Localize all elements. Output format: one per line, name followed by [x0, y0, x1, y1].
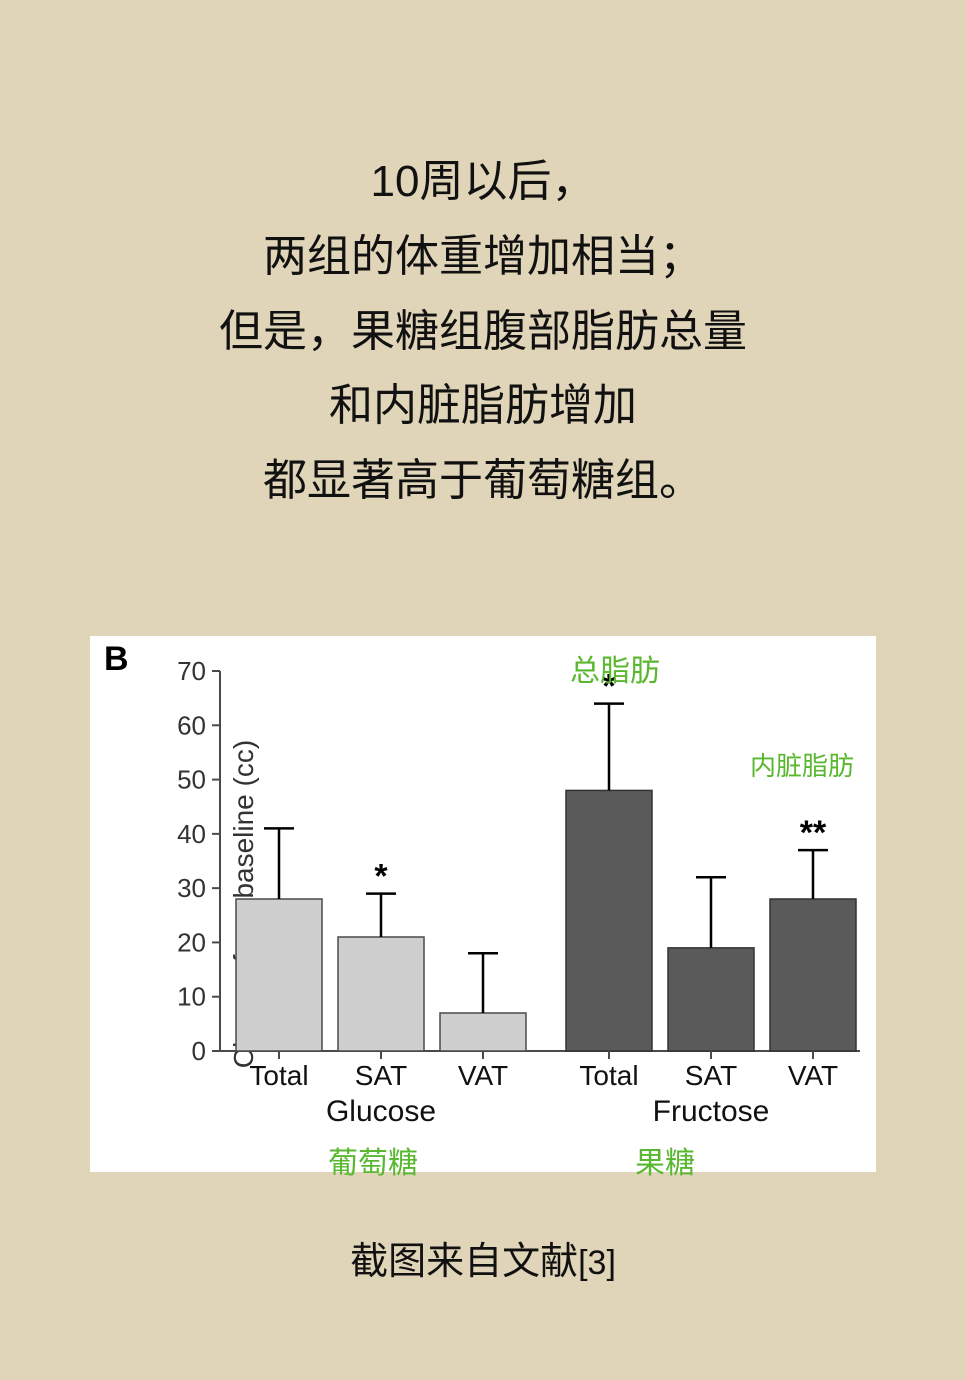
title-line-3: 和内脏脂肪增加 — [0, 369, 966, 444]
xcat-label: VAT — [788, 1060, 838, 1091]
bar — [566, 790, 652, 1051]
annotation: 内脏脂肪 — [750, 746, 854, 783]
xcat-label: Total — [579, 1060, 638, 1091]
title-line-1: 两组的体重增加相当； — [0, 220, 966, 295]
bar — [668, 948, 754, 1051]
xgroup-label: Glucose — [326, 1095, 436, 1128]
ytick-label: 0 — [192, 1036, 206, 1066]
xcat-label: VAT — [458, 1060, 508, 1091]
ytick-label: 50 — [177, 765, 206, 795]
caption: 截图来自文献[3] — [0, 1230, 966, 1285]
title-line-4: 都显著高于葡萄糖组。 — [0, 444, 966, 519]
title-line-2: 但是，果糖组腹部脂肪总量 — [0, 295, 966, 370]
ytick-label: 60 — [177, 710, 206, 740]
bar-chart: 010203040506070****TotalSATVATGlucoseTot… — [90, 636, 876, 1172]
xcat-label: SAT — [685, 1060, 737, 1091]
title-block: 10周以后， 两组的体重增加相当； 但是，果糖组腹部脂肪总量 和内脏脂肪增加 都… — [0, 145, 966, 519]
ytick-label: 20 — [177, 927, 206, 957]
significance-marker: * — [374, 858, 388, 896]
chart-panel: B Change from baseline (cc) 010203040506… — [90, 636, 876, 1172]
annotation: 葡萄糖 — [328, 1138, 418, 1182]
ytick-label: 40 — [177, 819, 206, 849]
annotation: 果糖 — [635, 1138, 695, 1182]
bar — [338, 937, 424, 1051]
title-line-0: 10周以后， — [0, 145, 966, 220]
bar — [440, 1013, 526, 1051]
significance-marker: ** — [800, 814, 827, 852]
ytick-label: 10 — [177, 982, 206, 1012]
bar — [770, 899, 856, 1051]
ytick-label: 70 — [177, 656, 206, 686]
xcat-label: Total — [249, 1060, 308, 1091]
ytick-label: 30 — [177, 873, 206, 903]
annotation: 总脂肪 — [570, 646, 660, 690]
caption-text: 截图来自文献 — [350, 1241, 578, 1283]
bar — [236, 899, 322, 1051]
caption-ref: [3] — [578, 1244, 616, 1282]
xcat-label: SAT — [355, 1060, 407, 1091]
xgroup-label: Fructose — [653, 1095, 770, 1128]
